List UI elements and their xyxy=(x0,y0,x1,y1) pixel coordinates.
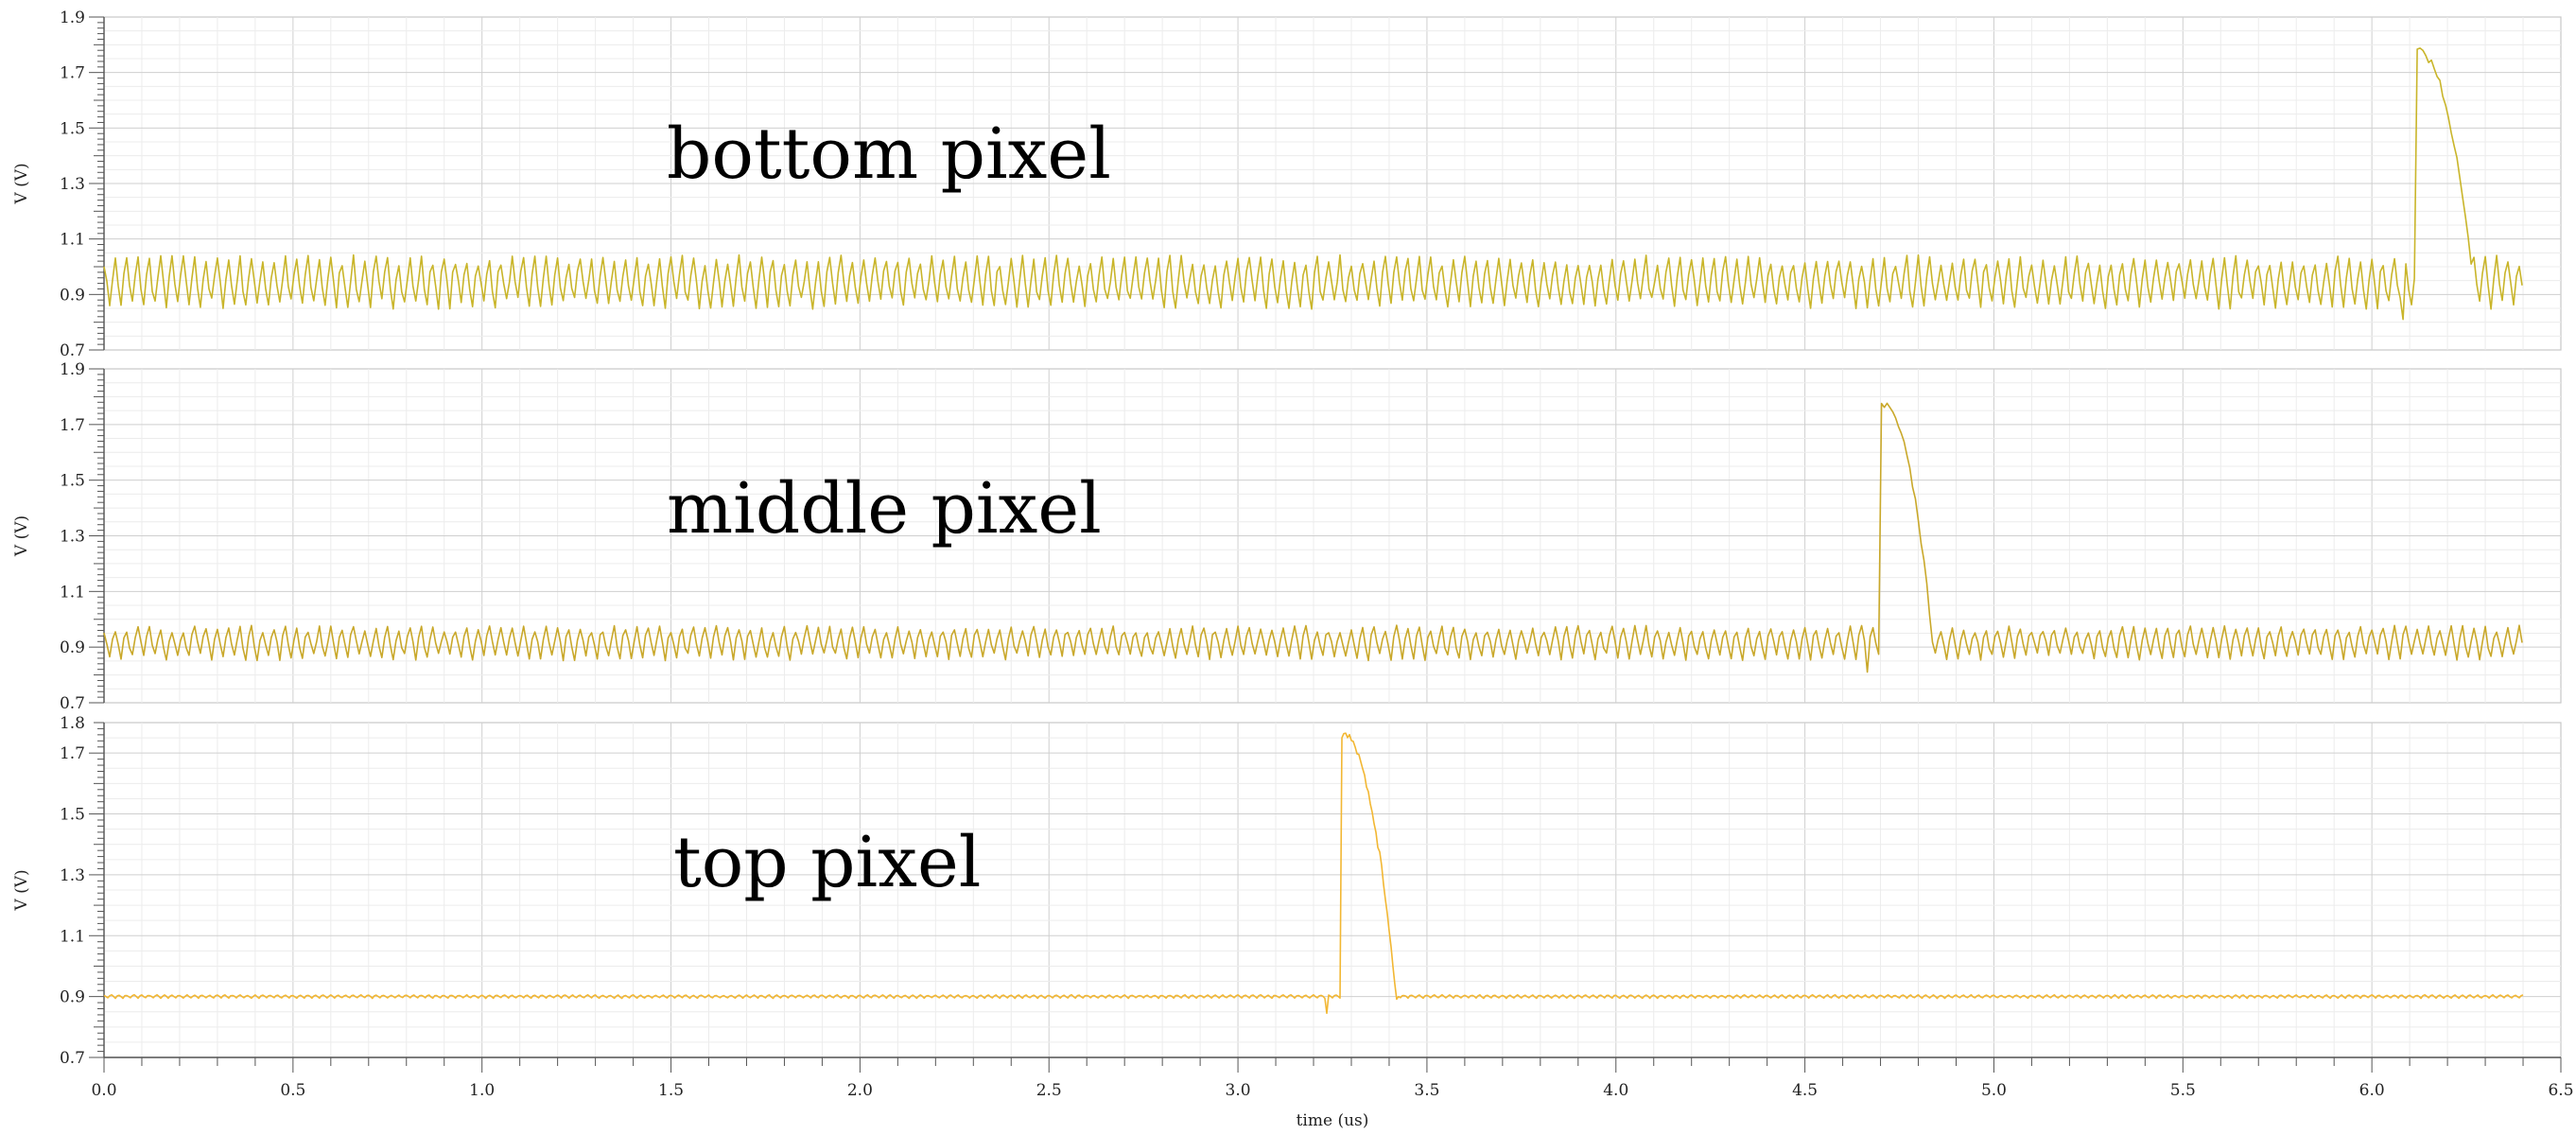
x-tick-label: 0.0 xyxy=(91,1081,116,1100)
y-tick-label: 0.9 xyxy=(60,286,85,305)
y-tick-label: 0.9 xyxy=(60,638,85,657)
voltage-trace xyxy=(103,402,2523,673)
y-tick-label: 1.5 xyxy=(60,119,85,138)
x-tick-label: 4.0 xyxy=(1603,1081,1628,1100)
x-tick-label: 2.0 xyxy=(847,1081,873,1100)
x-tick-label: 0.5 xyxy=(280,1081,305,1100)
y-axis-label: V (V) xyxy=(12,869,31,911)
y-axis-label: V (V) xyxy=(12,515,31,557)
x-tick-label: 3.5 xyxy=(1414,1081,1439,1100)
x-tick-label: 5.0 xyxy=(1981,1081,2007,1100)
x-tick-label: 2.5 xyxy=(1036,1081,1062,1100)
y-tick-label: 1.7 xyxy=(60,744,85,763)
y-tick-label: 1.9 xyxy=(60,9,85,27)
x-tick-label: 1.5 xyxy=(658,1081,684,1100)
panel-bottom-pixel: 0.7 0.9 1.1 1.3 1.5 1.7 1.9 V (V) bottom pixel xyxy=(12,9,2562,360)
panel-top-pixel: 0.7 0.9 1.1 1.3 1.5 1.7 1.8 V (V) top pixel 0.0 0.… xyxy=(12,714,2574,1130)
y-axis-label: V (V) xyxy=(12,163,31,204)
x-axis-label: time (us) xyxy=(1297,1111,1369,1130)
x-tick-label: 1.0 xyxy=(469,1081,495,1100)
x-tick-label: 6.5 xyxy=(2548,1081,2573,1100)
panel-middle-pixel: 0.7 0.9 1.1 1.3 1.5 1.7 1.9 V (V) middle pixel xyxy=(12,360,2562,713)
annotation-middle-pixel: middle pixel xyxy=(667,468,1102,550)
voltage-trace xyxy=(103,732,2524,1015)
y-tick-label: 1.1 xyxy=(60,231,85,250)
y-tick-label: 0.7 xyxy=(60,341,85,360)
y-tick-label: 1.1 xyxy=(60,583,85,602)
y-tick-label: 1.9 xyxy=(60,360,85,379)
x-tick-label: 3.0 xyxy=(1226,1081,1251,1100)
y-tick-label: 1.3 xyxy=(60,866,85,885)
y-tick-label: 1.8 xyxy=(60,714,85,733)
y-tick-label: 1.5 xyxy=(60,806,85,825)
y-tick-label: 1.3 xyxy=(60,528,85,547)
x-tick-label: 6.0 xyxy=(2359,1081,2385,1100)
voltage-trace xyxy=(103,47,2523,321)
annotation-top-pixel: top pixel xyxy=(673,822,981,903)
y-tick-label: 0.7 xyxy=(60,694,85,713)
x-tick-label: 4.5 xyxy=(1792,1081,1818,1100)
y-tick-label: 1.7 xyxy=(60,416,85,435)
y-tick-label: 1.3 xyxy=(60,175,85,194)
y-tick-label: 1.1 xyxy=(60,927,85,946)
annotation-bottom-pixel: bottom pixel xyxy=(667,114,1111,195)
y-tick-label: 1.7 xyxy=(60,64,85,83)
x-tick-label: 5.5 xyxy=(2170,1081,2196,1100)
y-tick-label: 1.5 xyxy=(60,472,85,491)
y-tick-label: 0.9 xyxy=(60,988,85,1007)
y-tick-label: 0.7 xyxy=(60,1049,85,1068)
